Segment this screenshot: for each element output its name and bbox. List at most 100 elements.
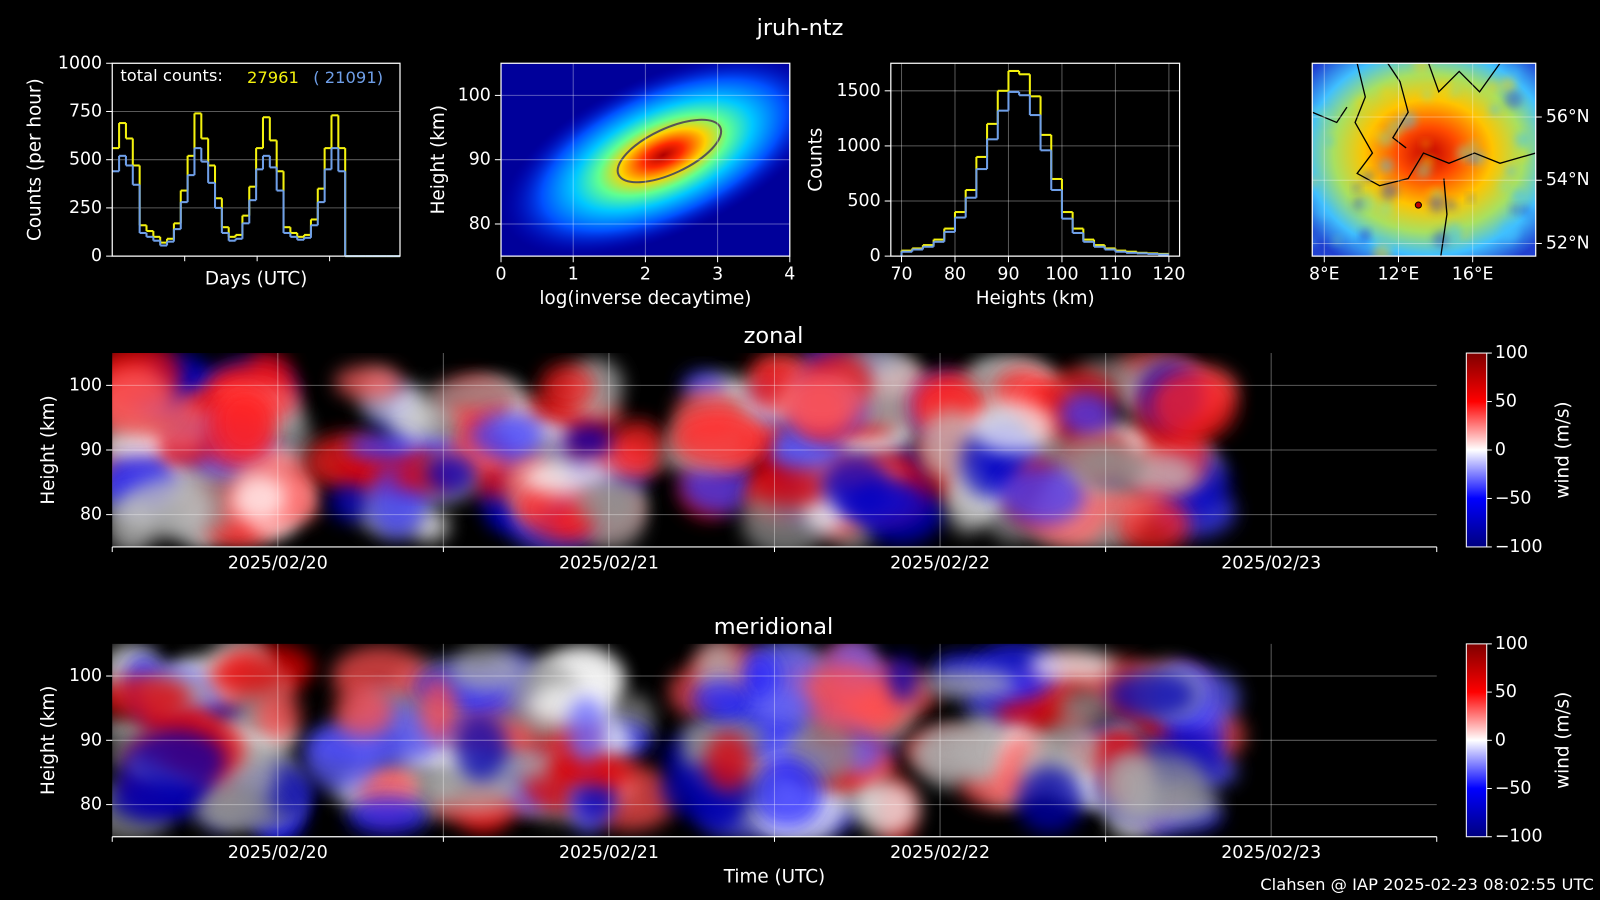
wind-blob (575, 481, 638, 527)
colorbar-tick-label: 50 (1495, 392, 1517, 412)
wind-blob (208, 655, 283, 697)
x-tick-label: 2025/02/22 (890, 843, 990, 863)
wind-blob (122, 478, 213, 538)
map-field (1312, 63, 1536, 257)
colorbar (1465, 643, 1488, 838)
map-speckle (1498, 178, 1513, 193)
wind-blob (206, 780, 262, 823)
map-speckle (1369, 127, 1382, 140)
map-speckle (1505, 165, 1516, 177)
x-tick-label: 0 (496, 264, 507, 284)
map-speckle (1399, 111, 1417, 129)
wind-blob (469, 411, 543, 459)
y-tick-label: 500 (848, 191, 881, 211)
map-speckle (1446, 199, 1457, 211)
wind-blob (1058, 391, 1115, 437)
map-speckle (1436, 81, 1454, 99)
wind-blob (230, 473, 288, 523)
wind-blob (419, 675, 457, 742)
site-marker (1414, 201, 1422, 209)
x-tick-label: 1 (568, 264, 579, 284)
map-speckle (1511, 189, 1526, 204)
wind-blob (852, 395, 926, 426)
map-speckle (1392, 231, 1400, 240)
map-speckle (1510, 205, 1520, 215)
wind-blob (385, 383, 432, 447)
plot-frame (890, 62, 1181, 257)
y-tick-label: 750 (69, 101, 102, 121)
map-speckle (1387, 119, 1404, 137)
wind-blob (691, 678, 751, 721)
map-speckle (1421, 140, 1431, 149)
map-speckle (1360, 228, 1370, 238)
colorbar-tick-label: −50 (1495, 779, 1532, 799)
colorbar-tick-label: 0 (1495, 440, 1506, 460)
colorbar-label: wind (m/s) (1552, 692, 1573, 789)
colorbar-tick-label: 0 (1495, 730, 1506, 750)
y-tick-label: 500 (69, 150, 102, 170)
x-tick-label: 70 (890, 264, 912, 284)
wind-blob (1149, 369, 1237, 442)
coastline (1440, 178, 1448, 257)
x-tick-label: 80 (944, 264, 966, 284)
y-tick-label: 250 (69, 198, 102, 218)
colorbar-label: wind (m/s) (1552, 401, 1573, 498)
map-speckle (1468, 156, 1476, 163)
x-tick-label: 2025/02/20 (228, 553, 328, 573)
x-tick-label: 2025/02/23 (1221, 553, 1321, 573)
map-speckle (1352, 183, 1361, 192)
plot-frame (500, 62, 791, 257)
wind-blob (1074, 447, 1148, 490)
wind-field (112, 353, 1238, 547)
map-speckle (1333, 236, 1341, 245)
x-tick-label: 8°E (1309, 264, 1340, 284)
plot-frame (1311, 62, 1537, 257)
wind-blob (969, 402, 1056, 454)
figure-title: jruh-ntz (756, 15, 844, 41)
wind-blob (453, 713, 508, 781)
map-speckle (1433, 189, 1444, 199)
x-axis-label: Heights (km) (976, 288, 1095, 309)
y-axis-label: Counts (per hour) (25, 78, 46, 241)
x-tick-label: 90 (997, 264, 1019, 284)
wind-blob (610, 420, 665, 473)
map-speckle (1489, 104, 1501, 116)
map-speckle (1510, 68, 1521, 80)
total-count: ( 21091) (313, 68, 383, 87)
wind-blob (821, 456, 890, 514)
wind-blob (566, 696, 606, 763)
y-tick-label: 1000 (837, 136, 881, 156)
coastline (1312, 106, 1348, 124)
map-speckle (1312, 177, 1318, 187)
y-tick-label: 90 (80, 440, 102, 460)
map-speckle (1504, 90, 1523, 109)
colorbar-tick-label: −100 (1495, 537, 1543, 557)
map-speckle (1444, 222, 1463, 241)
x-tick-label: 2025/02/21 (559, 553, 659, 573)
subplot-title: meridional (714, 614, 834, 640)
map-speckle (1500, 220, 1519, 239)
wind-blob (752, 691, 816, 726)
map-speckle (1378, 130, 1395, 147)
colorbar-tick-label: 100 (1495, 634, 1528, 654)
wind-blob (750, 757, 823, 829)
map-speckle (1415, 162, 1432, 179)
subplot-title: zonal (744, 323, 804, 349)
y-tick-label: 100 (69, 666, 102, 686)
map-speckle (1372, 244, 1392, 257)
y-tick-label: 80 (80, 795, 102, 815)
map-speckle (1470, 140, 1479, 150)
density-contour (616, 118, 723, 184)
colorbar-tick-label: 50 (1495, 682, 1517, 702)
wind-blob (999, 465, 1086, 526)
wind-blob (428, 763, 520, 810)
y-tick-label: 54°N (1546, 170, 1590, 190)
wind-blob (112, 427, 170, 463)
map-speckle (1467, 194, 1474, 202)
wind-blob (920, 668, 1017, 699)
y-tick-label: 0 (870, 246, 881, 266)
x-tick-label: 2 (640, 264, 651, 284)
map-speckle (1380, 182, 1398, 201)
y-tick-label: 1000 (58, 53, 102, 73)
map-speckle (1316, 204, 1332, 220)
